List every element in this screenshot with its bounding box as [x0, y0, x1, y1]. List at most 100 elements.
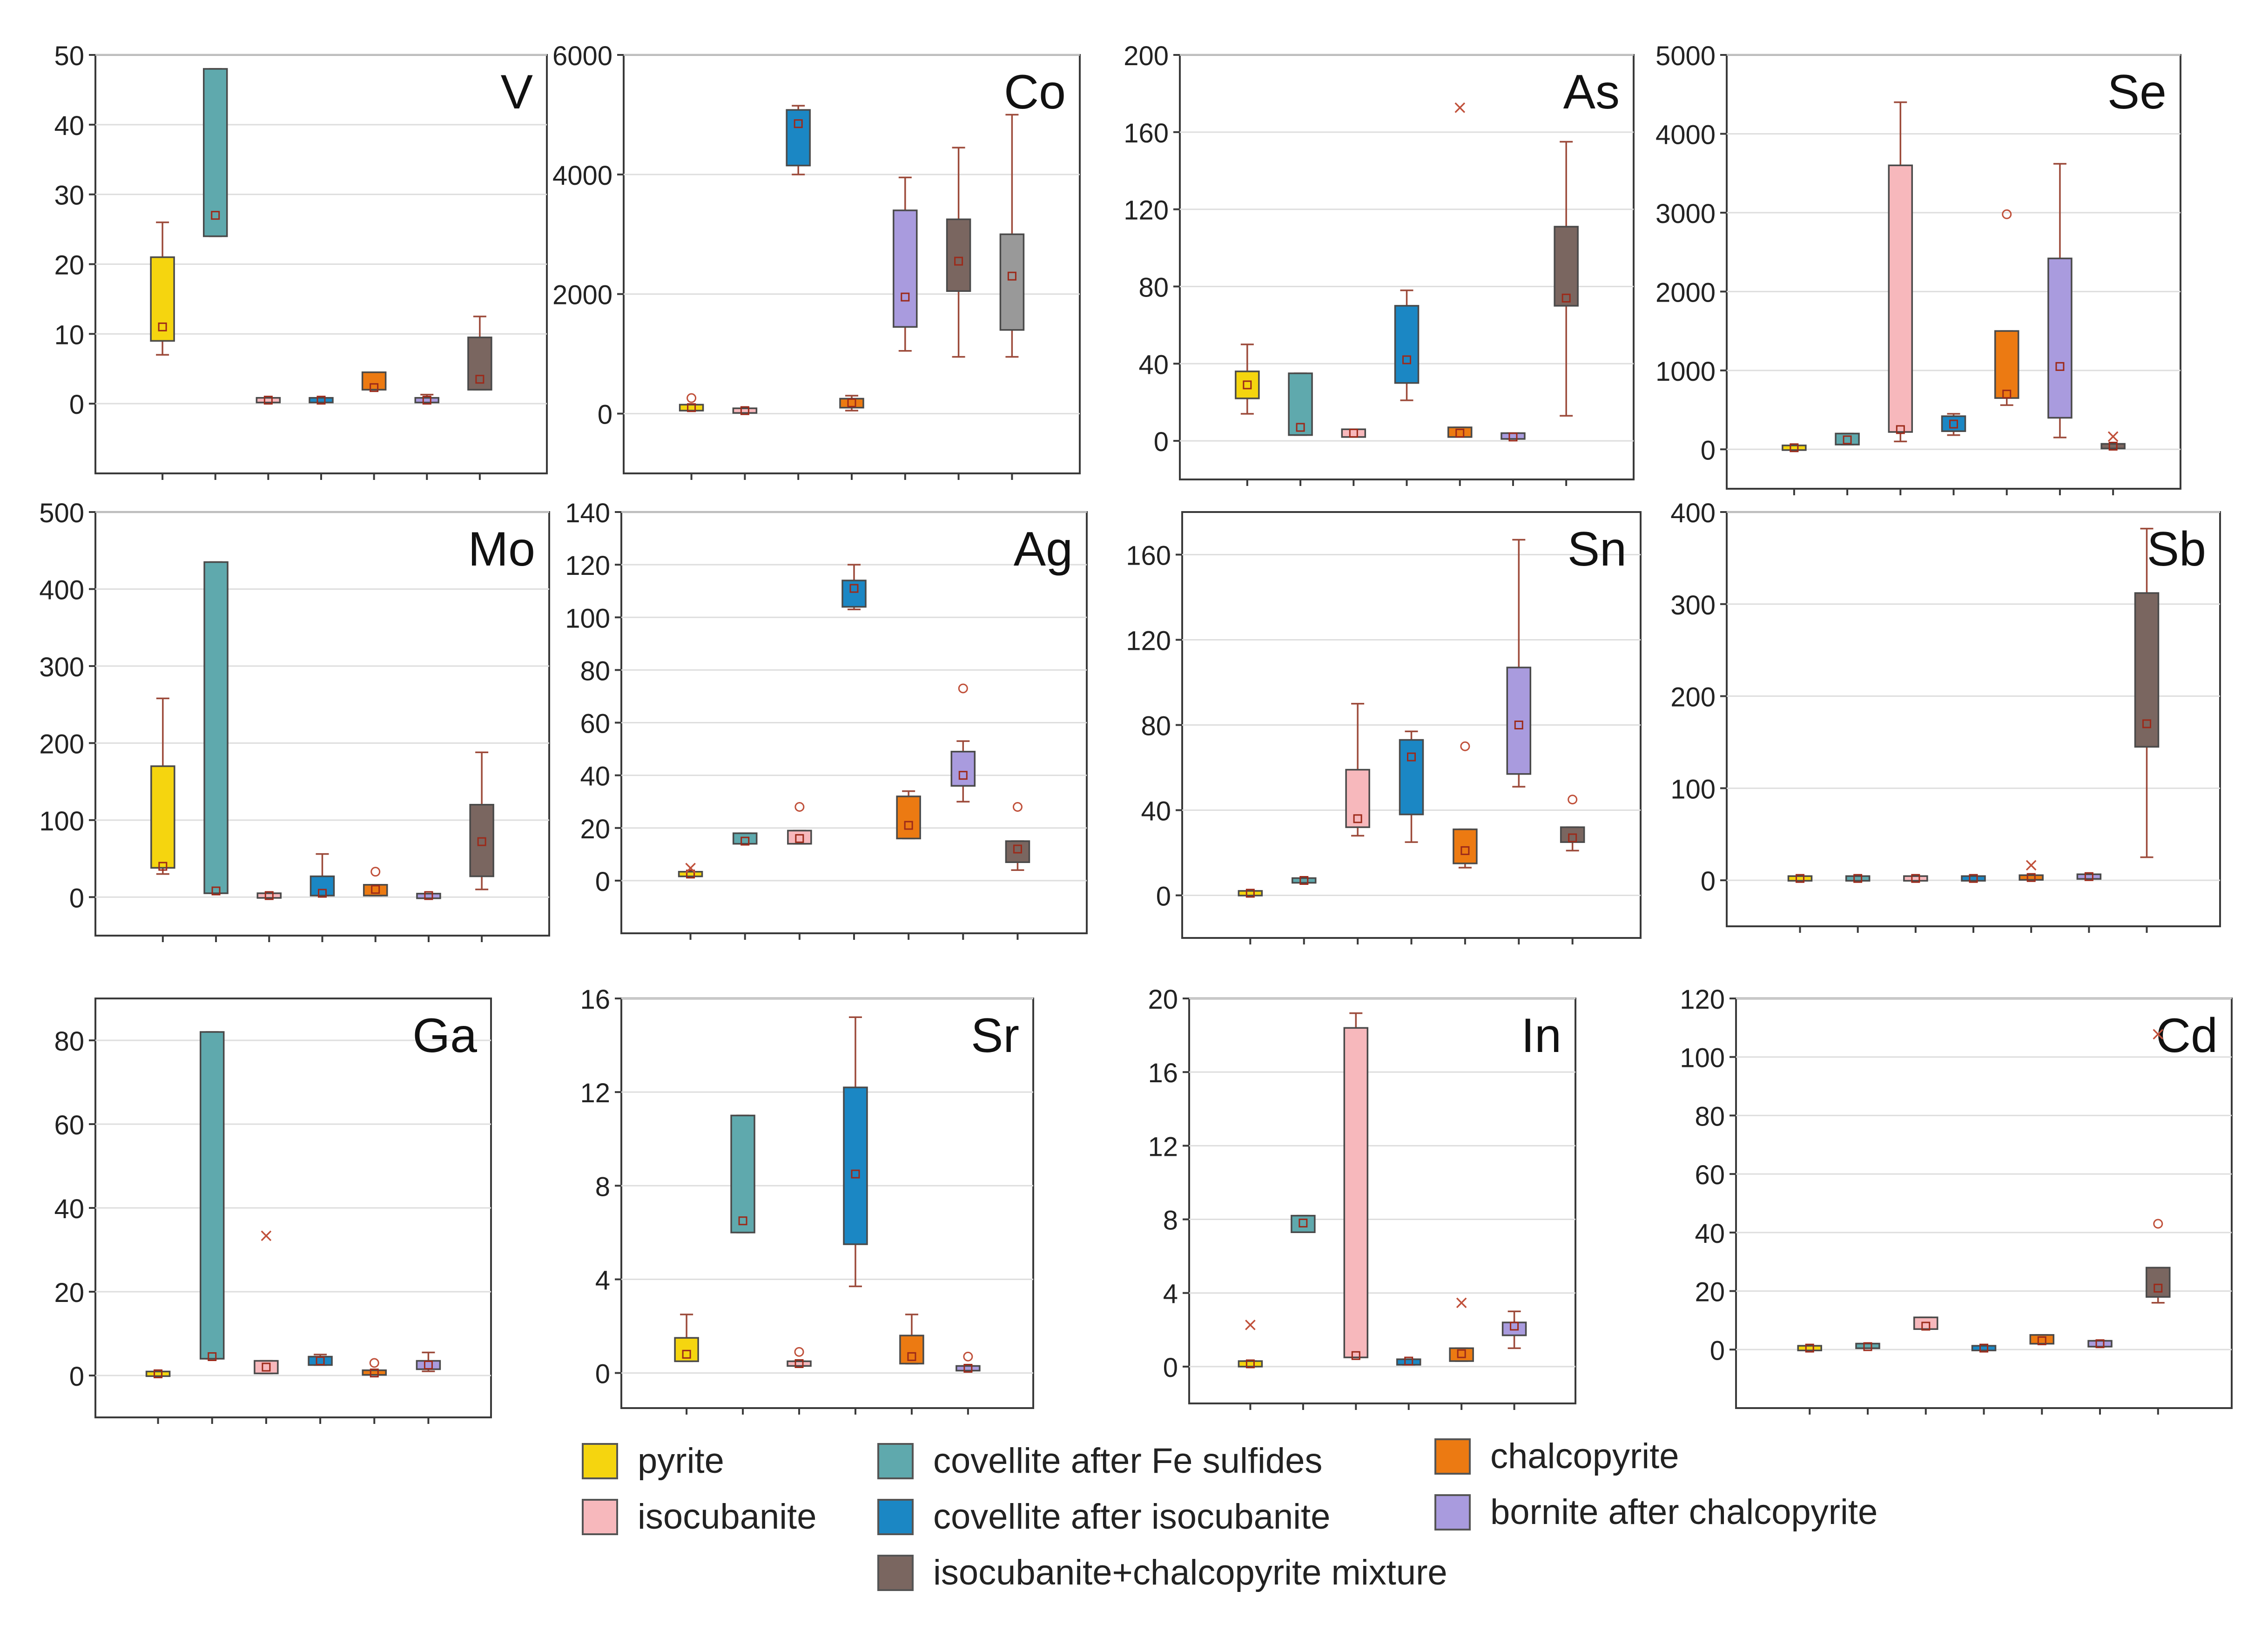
- box: [956, 1365, 981, 1372]
- box: [1835, 432, 1860, 445]
- chart-title: Co: [1004, 65, 1066, 119]
- y-tick-label: 3000: [1656, 199, 1716, 229]
- extreme-marker: ×: [258, 1225, 274, 1247]
- y-tick-label: 40: [54, 111, 84, 141]
- y-tick-label: 0: [69, 390, 84, 420]
- box: [1560, 826, 1585, 843]
- box: [896, 796, 921, 840]
- y-tick-label: 2000: [1656, 277, 1716, 308]
- y-tick-label: 160: [1124, 118, 1169, 148]
- chart-panel: 0 2000 4000 6000 Co: [552, 41, 1081, 480]
- mean-marker: [1351, 1351, 1360, 1360]
- mean-marker: [1299, 876, 1309, 885]
- box: [1343, 1027, 1369, 1358]
- chart-panel: 0 20 40 60 80 Ga ×: [54, 998, 492, 1424]
- extreme-marker: ×: [2105, 425, 2121, 447]
- box: [469, 803, 494, 877]
- mean-marker: [904, 821, 913, 830]
- box: [256, 892, 282, 899]
- y-tick-label: 4: [1163, 1279, 1178, 1309]
- box: [1845, 875, 1871, 882]
- mean-marker: [1007, 271, 1016, 281]
- box: [1345, 769, 1370, 828]
- box: [416, 893, 441, 899]
- y-tick-label: 40: [1141, 796, 1171, 827]
- y-tick-label: 120: [1680, 984, 1725, 1015]
- mean-marker: [740, 406, 749, 415]
- box: [145, 1370, 171, 1377]
- y-tick-label: 10: [54, 320, 84, 350]
- mean-marker: [1514, 721, 1523, 729]
- y-tick-label: 12: [1148, 1132, 1178, 1162]
- outlier-marker: [2153, 1219, 2163, 1229]
- mean-marker: [158, 862, 168, 871]
- y-tick-label: 60: [54, 1110, 84, 1140]
- chart-title: Sb: [2147, 522, 2206, 576]
- box: [679, 404, 704, 411]
- y-tick-label: 140: [565, 498, 610, 528]
- y-tick-label: 4000: [552, 161, 612, 191]
- box: [1341, 428, 1366, 438]
- mean-marker: [682, 1349, 691, 1359]
- mean-marker: [1245, 889, 1255, 898]
- chart-panel: 0 4 8 12 16 20 In × ×: [1148, 984, 1576, 1410]
- box: [1797, 1345, 1822, 1351]
- y-tick-label: 0: [1156, 882, 1171, 912]
- box: [732, 407, 758, 414]
- y-tick-label: 200: [1124, 41, 1169, 71]
- mean-marker: [370, 1369, 379, 1378]
- y-tick-label: 0: [598, 400, 612, 430]
- box: [309, 397, 334, 404]
- chart-panel: 0 1000 2000 3000 4000 5000 Se ×: [1656, 41, 2181, 495]
- box: [950, 750, 976, 787]
- mean-marker: [1404, 1356, 1413, 1366]
- box: [1855, 1342, 1880, 1349]
- box: [786, 109, 811, 167]
- chart-title: V: [501, 65, 533, 119]
- extreme-marker: ×: [2023, 854, 2039, 876]
- box: [1787, 875, 1813, 882]
- box: [1913, 1316, 1938, 1330]
- box: [787, 1360, 812, 1367]
- y-tick-label: 50: [54, 41, 84, 71]
- mean-marker: [1299, 1218, 1308, 1227]
- box: [893, 209, 918, 328]
- box: [1501, 432, 1526, 440]
- chart-panel: 0 20 40 60 80 100 120 Cd×: [1680, 984, 2233, 1415]
- outlier-marker: [1460, 741, 1470, 751]
- y-tick-label: 80: [54, 1026, 84, 1057]
- mean-marker: [1979, 1343, 1988, 1353]
- chart-title: Sr: [971, 1009, 1019, 1063]
- mean-marker: [901, 292, 910, 302]
- mean-marker: [1460, 846, 1470, 855]
- mean-marker: [958, 771, 968, 780]
- outlier-marker: [686, 393, 697, 403]
- y-tick-label: 100: [39, 806, 84, 836]
- chart-title: Ag: [1014, 522, 1073, 576]
- box: [467, 337, 492, 391]
- y-tick-label: 100: [1680, 1043, 1725, 1073]
- mean-marker: [1790, 443, 1799, 452]
- mean-marker: [477, 837, 486, 846]
- mean-marker: [316, 1356, 325, 1365]
- box: [2029, 1334, 2055, 1345]
- y-tick-label: 0: [595, 867, 610, 897]
- mean-marker: [1863, 1342, 1872, 1351]
- box: [899, 1335, 924, 1365]
- box: [416, 1360, 441, 1370]
- mean-marker: [2084, 872, 2093, 881]
- mean-marker: [424, 891, 433, 900]
- y-tick-label: 120: [565, 551, 610, 581]
- box: [1501, 1322, 1527, 1336]
- mean-marker: [2142, 719, 2152, 728]
- box: [2047, 257, 2073, 419]
- y-tick-label: 0: [69, 883, 84, 913]
- box: [1994, 330, 2019, 399]
- mean-marker: [371, 885, 380, 894]
- box: [946, 218, 971, 292]
- extreme-marker: ×: [1454, 1292, 1469, 1314]
- mean-marker: [738, 1216, 747, 1226]
- y-tick-label: 300: [1670, 590, 1716, 620]
- chart-panel: 0 10 20 30 40 50 V: [54, 41, 548, 480]
